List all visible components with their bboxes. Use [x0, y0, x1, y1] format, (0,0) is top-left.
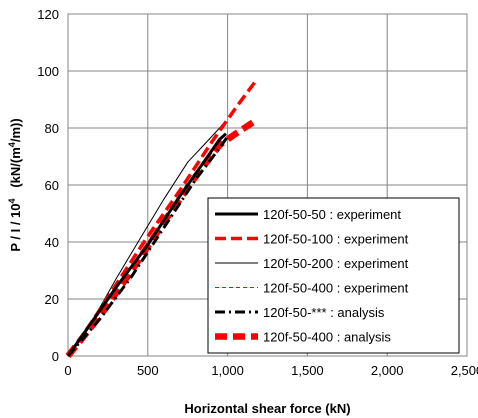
x-tick-label: 1,000: [211, 363, 244, 378]
plot-area: [67, 13, 468, 357]
legend-label: 120f-50-200 : experiment: [263, 256, 409, 271]
x-tick-label: 2,500: [451, 363, 478, 378]
x-tick-label: 1,500: [291, 363, 324, 378]
y-tick-label: 0: [52, 349, 59, 364]
legend-label: 120f-50-400 : experiment: [263, 281, 409, 296]
legend-label: 120f-50-50 : experiment: [263, 207, 401, 222]
legend-label: 120f-50-100 : experiment: [263, 232, 409, 247]
y-tick-label: 80: [45, 121, 59, 136]
x-tick-label: 0: [64, 363, 71, 378]
y-axis-title-middle: (kN/(m: [8, 147, 23, 198]
y-tick-label: 40: [45, 235, 59, 250]
y-axis-title-suffix: /m)): [8, 118, 23, 142]
y-tick-label: 60: [45, 178, 59, 193]
y-axis-title-exponent-1: 4: [7, 198, 17, 203]
legend-label: 120f-50-*** : analysis: [263, 305, 385, 320]
x-axis-tick-labels: 0 500 1,000 1,500 2,000 2,500: [64, 363, 478, 378]
y-axis-title-prefix: P / I / 10: [8, 203, 23, 251]
series-line-1: [66, 132, 227, 357]
y-axis-title: P / I / 104 (kN/(m4/m)): [7, 118, 23, 251]
y-axis-title-exponent-2: 4: [7, 142, 17, 147]
y-tick-label: 20: [45, 292, 59, 307]
series-line-5: [66, 135, 229, 357]
legend: 120f-50-50 : experiment 120f-50-100 : exp…: [207, 197, 460, 354]
x-tick-label: 2,000: [371, 363, 404, 378]
x-axis-title: Horizontal shear force (kN): [184, 401, 350, 416]
y-tick-label: 100: [37, 64, 59, 79]
y-axis-tick-labels: 0 20 40 60 80 100 120: [37, 7, 59, 364]
legend-label: 120f-50-400 : analysis: [263, 330, 391, 345]
y-tick-label: 120: [37, 7, 59, 22]
series-lines: [65, 81, 257, 359]
legend-box: [207, 197, 460, 354]
series-line-6: [65, 119, 255, 359]
x-tick-label: 500: [137, 363, 159, 378]
